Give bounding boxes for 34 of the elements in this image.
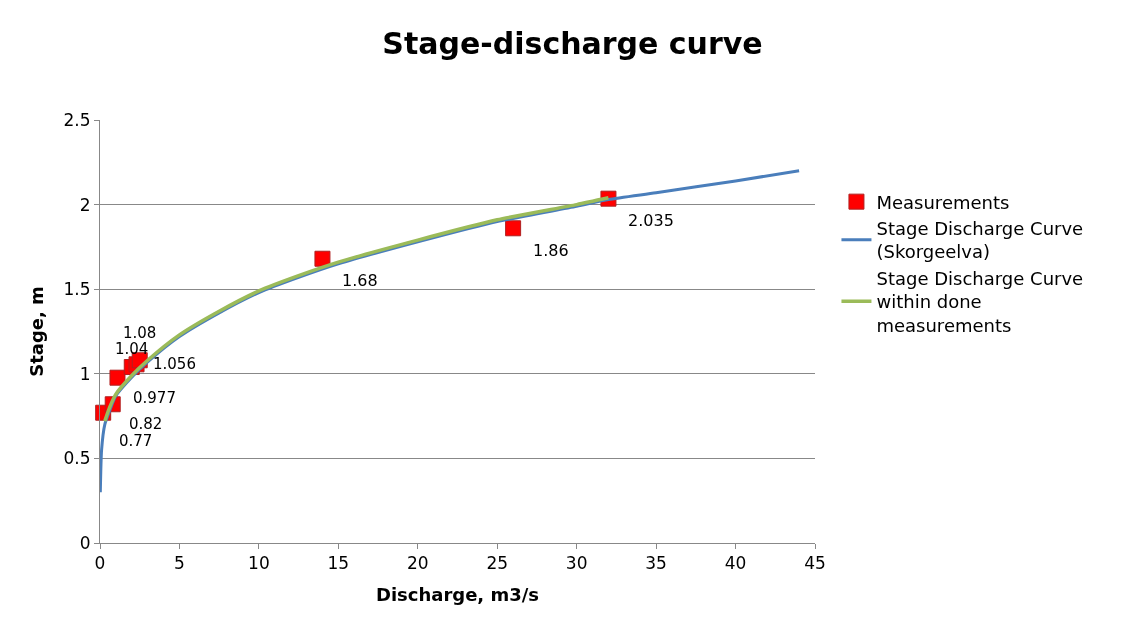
y-tick-label: 1.5 — [63, 279, 91, 300]
legend-label: Stage Discharge Curve within done measurements — [876, 267, 1084, 336]
x-tick-label: 10 — [248, 553, 270, 574]
x-tick-label: 5 — [174, 553, 185, 574]
data-label: 2.035 — [628, 211, 674, 230]
y-tick-label: 2 — [79, 194, 91, 215]
y-tick-label: 0.5 — [63, 448, 91, 469]
data-label: 1.056 — [153, 355, 196, 373]
data-label: 0.77 — [119, 432, 153, 450]
point — [505, 220, 522, 237]
x-tick-label: 25 — [486, 553, 509, 574]
x-tick-label: 40 — [724, 553, 747, 574]
x-tick-label: 30 — [565, 553, 588, 574]
data-label: 0.82 — [129, 415, 163, 433]
y-axis-title: Stage, m — [25, 286, 47, 377]
point — [314, 250, 331, 267]
point — [109, 369, 126, 386]
x-tick-label: 45 — [804, 553, 826, 574]
x-tick-label: 20 — [406, 553, 429, 574]
y-tick-label: 2.5 — [63, 109, 91, 130]
x-axis-title: Discharge, m3/s — [375, 583, 540, 605]
legend-label: Stage Discharge Curve (Skorgeelva) — [876, 218, 1084, 263]
x-tick-label: 35 — [645, 553, 667, 574]
data-label: 1.04 — [115, 340, 149, 358]
data-label: 1.68 — [342, 271, 378, 290]
legend-label: Measurements — [876, 191, 1010, 213]
y-tick-label: 1 — [79, 363, 91, 384]
data-label: 0.977 — [133, 389, 176, 407]
data-label: 1.08 — [123, 324, 157, 342]
data-label: 1.86 — [533, 241, 569, 260]
x-tick-label: 15 — [327, 553, 350, 574]
chart-title: Stage-discharge curve — [382, 26, 763, 62]
y-tick-label: 0 — [79, 532, 91, 553]
x-tick-label: 0 — [94, 553, 106, 574]
